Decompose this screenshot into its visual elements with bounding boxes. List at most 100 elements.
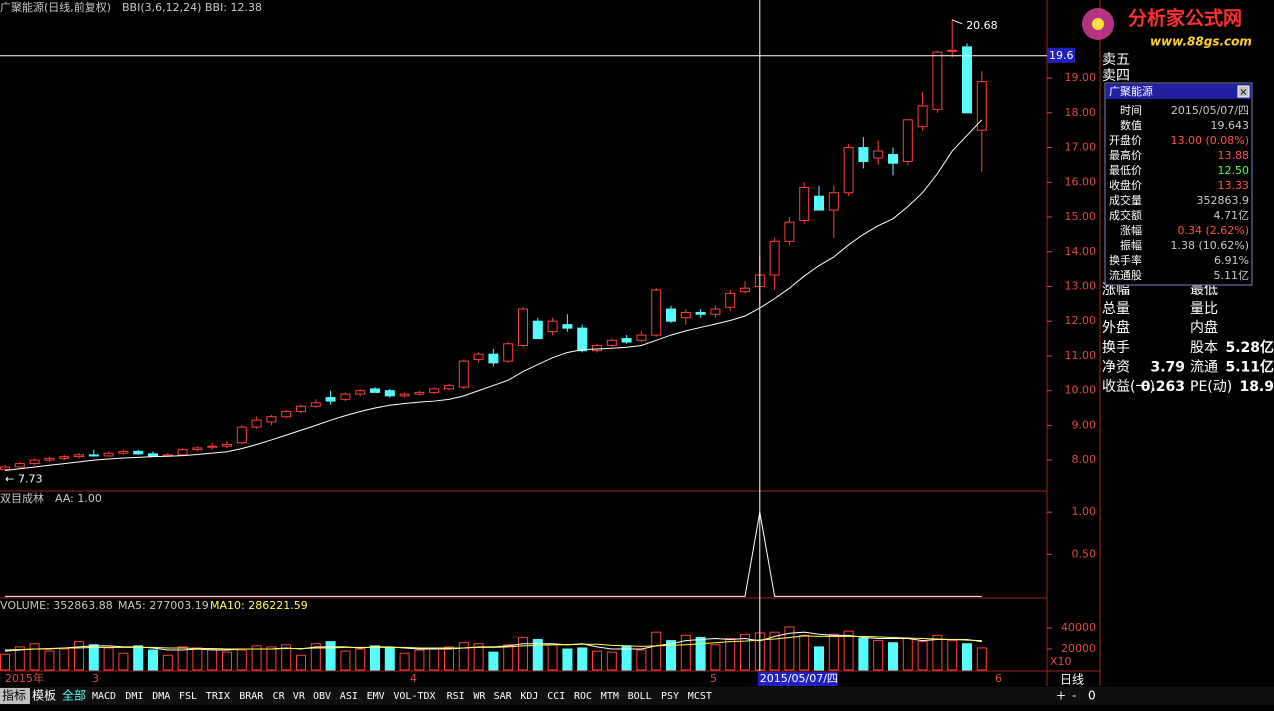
candle-body bbox=[695, 312, 706, 315]
stat-label: 流通 bbox=[1190, 360, 1218, 376]
volume-bar bbox=[44, 650, 55, 671]
candle-body bbox=[592, 345, 602, 352]
tab[interactable]: OBV bbox=[313, 691, 331, 702]
candle-body bbox=[814, 195, 824, 211]
y-tick-label: 9.00 bbox=[1072, 418, 1097, 431]
candle-body bbox=[725, 292, 736, 308]
control[interactable]: - bbox=[1072, 689, 1076, 703]
stat-label: 收益(一) bbox=[1102, 379, 1155, 395]
popup-frame bbox=[1104, 82, 1253, 286]
x-tick-label: 3 bbox=[92, 672, 99, 685]
x-tick-label: 2015/05/07/四 bbox=[760, 672, 838, 685]
volume-bar bbox=[310, 643, 321, 671]
candle-body bbox=[74, 454, 84, 458]
volume-bar bbox=[414, 649, 425, 671]
bbi-line bbox=[4, 119, 983, 472]
volume-bar bbox=[858, 637, 869, 671]
volume-bar bbox=[133, 645, 144, 671]
candle-body bbox=[621, 338, 632, 343]
tab[interactable]: TRIX bbox=[206, 691, 230, 702]
control[interactable]: + bbox=[1056, 689, 1066, 703]
candle-body bbox=[577, 327, 588, 352]
stat-value: 5.11亿 bbox=[1225, 359, 1274, 376]
tab[interactable]: FSL bbox=[179, 691, 197, 702]
ma5-line bbox=[4, 631, 982, 652]
volume-bar bbox=[962, 643, 972, 671]
volume-bar bbox=[444, 646, 454, 671]
popup-label: 成交量 bbox=[1109, 193, 1142, 207]
tab[interactable]: ASI bbox=[340, 691, 358, 702]
volume-bar bbox=[340, 650, 351, 671]
volume-bar bbox=[740, 633, 750, 671]
y-tick-label: 19.00 bbox=[1065, 71, 1097, 84]
min-pointer: ← bbox=[5, 472, 14, 485]
popup-label: 涨幅 bbox=[1120, 224, 1142, 237]
volume-bar bbox=[636, 649, 647, 671]
control[interactable]: 0 bbox=[1088, 689, 1096, 703]
tab[interactable]: KDJ bbox=[520, 691, 538, 702]
close-button[interactable] bbox=[1237, 85, 1250, 98]
tab[interactable]: SAR bbox=[494, 691, 513, 702]
quote-label: 最低 bbox=[1190, 282, 1218, 298]
candle-body bbox=[518, 308, 528, 347]
candle-body bbox=[488, 353, 499, 364]
y-tick-label: 20000 bbox=[1061, 642, 1096, 655]
tab[interactable]: BOLL bbox=[628, 691, 652, 702]
quote-label: 卖五 bbox=[1102, 52, 1130, 68]
tab[interactable]: 模板 bbox=[32, 689, 56, 703]
volume-bar bbox=[680, 634, 691, 671]
tab[interactable]: EMV bbox=[367, 691, 385, 702]
volume-bar bbox=[192, 647, 203, 671]
volume-bar bbox=[384, 647, 395, 671]
volume-bar bbox=[162, 654, 173, 671]
quote-label: 总量 bbox=[1102, 301, 1130, 317]
candle-body bbox=[503, 343, 514, 362]
volume-bar bbox=[0, 653, 10, 671]
tab[interactable]: 全部 bbox=[62, 688, 86, 703]
volume-bar bbox=[947, 640, 958, 671]
candle-body bbox=[310, 402, 321, 407]
tab[interactable]: BRAR bbox=[239, 691, 264, 702]
popup-value: 13.33 bbox=[1218, 179, 1250, 192]
tab[interactable]: 指标 bbox=[2, 688, 26, 703]
volume-bar bbox=[592, 650, 602, 671]
y-tick-label: 11.00 bbox=[1065, 349, 1097, 362]
volume-bar bbox=[236, 649, 247, 671]
candle-body bbox=[444, 384, 454, 390]
candle-body bbox=[888, 154, 898, 164]
x-tick-label: 4 bbox=[410, 672, 417, 685]
tab[interactable]: ROC bbox=[574, 691, 592, 702]
tab[interactable]: DMI bbox=[125, 691, 143, 702]
y-tick-label: 16.00 bbox=[1065, 175, 1097, 188]
volume-bar bbox=[281, 644, 292, 671]
tab[interactable]: VOL-TDX bbox=[393, 691, 435, 702]
tab[interactable]: MACD bbox=[92, 691, 116, 702]
tab[interactable]: VR bbox=[293, 691, 306, 702]
panel-value: AA: 1.00 bbox=[55, 492, 102, 505]
tab[interactable]: CCI bbox=[547, 691, 565, 702]
candle-body bbox=[917, 105, 928, 128]
tab[interactable]: WR bbox=[473, 691, 486, 702]
candle-body bbox=[680, 312, 691, 319]
volume-bar bbox=[976, 647, 987, 671]
tab[interactable]: MTM bbox=[601, 691, 619, 702]
tab[interactable]: DMA bbox=[152, 691, 170, 702]
volume-bar bbox=[547, 644, 558, 671]
volume-bar bbox=[932, 634, 943, 671]
popup-label: 成交额 bbox=[1109, 208, 1142, 222]
candle-body bbox=[414, 391, 425, 395]
tab[interactable]: PSY bbox=[661, 691, 679, 702]
volume-bar bbox=[784, 626, 795, 671]
tab[interactable]: RSI bbox=[447, 691, 465, 702]
close-icon[interactable]: × bbox=[1239, 87, 1247, 98]
period: 日线 bbox=[1060, 673, 1084, 687]
tab[interactable]: MCST bbox=[688, 691, 712, 702]
stat-value: 3.79 bbox=[1150, 360, 1185, 376]
volume-bar bbox=[118, 652, 129, 671]
logo-name: 分析家公式网 bbox=[1128, 7, 1242, 30]
ma10-line bbox=[4, 635, 982, 651]
tab[interactable]: CR bbox=[273, 691, 286, 702]
toolbar: 指标 模板 全部 MACD DMI DMA FSL TRIX BRAR CR VR OBV ASI EMV… bbox=[0, 688, 1096, 704]
